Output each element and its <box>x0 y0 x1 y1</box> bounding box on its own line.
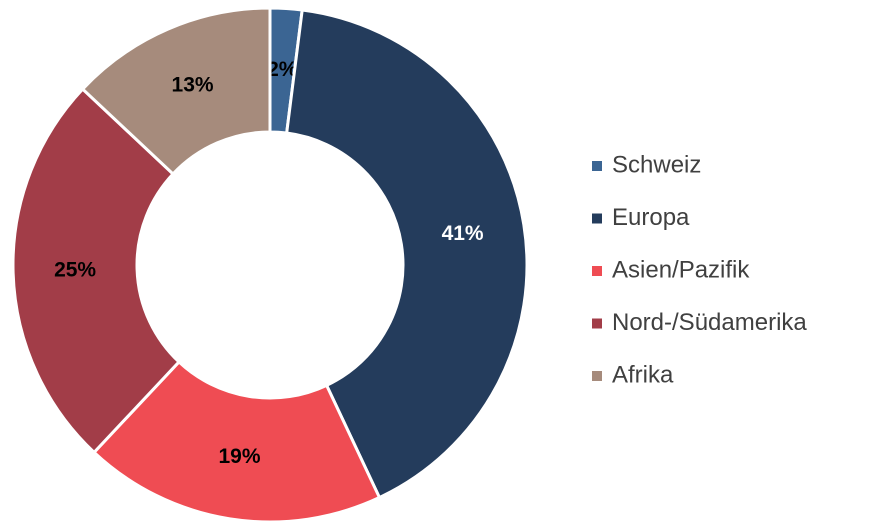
legend-swatch <box>592 266 602 276</box>
slice <box>91 359 382 523</box>
data-label: 41% <box>442 222 484 245</box>
legend-swatch <box>592 371 602 381</box>
data-label: 25% <box>54 259 96 282</box>
data-label: 2% <box>267 58 298 81</box>
legend-label: Afrika <box>612 361 674 388</box>
legend-label: Nord-/Südamerika <box>612 309 807 336</box>
slice <box>80 6 272 177</box>
legend-swatch <box>592 213 602 224</box>
slice <box>11 86 182 455</box>
slice <box>284 8 529 500</box>
legend-label: Schweiz <box>612 151 701 178</box>
legend-swatch <box>592 318 602 329</box>
legend-label: Europa <box>612 204 690 231</box>
data-label: 13% <box>172 74 214 97</box>
legend-swatch <box>592 161 602 171</box>
legend-label: Asien/Pazifik <box>612 256 750 283</box>
data-label: 19% <box>218 445 260 468</box>
